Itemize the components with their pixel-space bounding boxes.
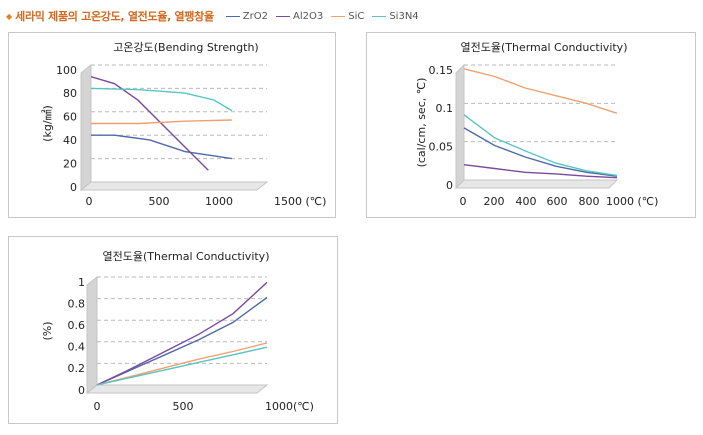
chart-title: 열전도율(Thermal Conductivity)	[102, 250, 269, 263]
legend-item-sic: SiC	[331, 11, 364, 22]
chart-thermal-conductivity: 열전도율(Thermal Conductivity) (cal/cm, sec, …	[415, 41, 658, 208]
series-line-sic	[91, 119, 232, 125]
legend-swatch-sic	[331, 15, 346, 17]
y-axis-label: (kg/㎟)	[41, 105, 54, 142]
series-line-al2o3	[90, 76, 209, 171]
y-tick-label: 0	[78, 384, 85, 397]
series-line-si3n4	[90, 87, 233, 112]
x-tick-label: 1000(℃)	[265, 400, 314, 413]
bullet-icon: ◆	[6, 11, 13, 21]
x-tick-label: 500	[173, 400, 194, 413]
series-line-zro2	[463, 127, 618, 177]
legend-label-al2o3: Al2O3	[293, 10, 324, 22]
y-tick-label: 0.6	[68, 319, 86, 332]
y-axis-label: (%)	[41, 321, 54, 340]
x-tick-label: 0	[94, 400, 101, 413]
series-line-al2o3	[463, 164, 618, 179]
chart-title: 고온강도(Bending Strength)	[113, 41, 258, 54]
wall-3d	[80, 63, 92, 192]
floor-3d	[79, 181, 269, 191]
y-tick-label: 0.8	[68, 297, 86, 310]
y-tick-label: 0.05	[429, 140, 454, 153]
y-axis-label: (cal/cm, sec, ℃)	[415, 78, 428, 168]
legend-label-zro2: ZrO2	[242, 10, 268, 22]
y-tick-label: 100	[56, 64, 77, 77]
series-line-si3n4	[463, 114, 618, 177]
page-title: 세라믹 제품의 고온강도, 열전도율, 열팽창율	[15, 10, 214, 23]
chart-header: ◆ 세라믹 제품의 고온강도, 열전도율, 열팽창율 ZrO2 Al2O3 Si…	[6, 8, 427, 24]
wall-3d	[455, 63, 465, 190]
legend-swatch-si3n4	[372, 15, 387, 17]
y-tick-label: 60	[63, 111, 77, 124]
x-tick-label: 500	[149, 195, 170, 208]
legend-label-sic: SiC	[348, 10, 365, 22]
x-tick-label: 1000	[205, 195, 233, 208]
y-tick-label: 0.15	[429, 64, 454, 77]
chart-bending-strength: 고온강도(Bending Strength) (kg/㎟) 0 20 40 60 80 100…	[41, 41, 326, 208]
legend-item-zro2: ZrO2	[225, 10, 268, 22]
x-tick-label: 1000 (℃)	[606, 195, 658, 208]
x-tick-label: 0	[460, 195, 467, 208]
x-tick-label: 600	[547, 195, 568, 208]
legend-swatch-al2o3	[276, 15, 290, 17]
y-tick-label: 0	[446, 179, 453, 192]
x-tick-label: 400	[516, 195, 537, 208]
series-line-zro2	[91, 134, 232, 160]
x-tick-label: 0	[86, 195, 93, 208]
legend-item-al2o3: Al2O3	[276, 11, 323, 22]
x-tick-label: 1500 (℃)	[274, 195, 326, 208]
legend-label-si3n4: Si3N4	[389, 10, 419, 22]
panel-thermal-expansion: 열전도율(Thermal Conductivity) (%) 0 0.2 0.4 0.6 0…	[8, 236, 338, 424]
series-line-sic	[463, 68, 618, 114]
y-tick-label: 0.4	[68, 341, 86, 354]
wall-3d	[86, 275, 98, 395]
floor-3d	[85, 384, 269, 394]
panel-thermal-conductivity: 열전도율(Thermal Conductivity) (cal/cm, sec, …	[366, 32, 696, 218]
chart-thermal-expansion: 열전도율(Thermal Conductivity) (%) 0 0.2 0.4 0.6 0…	[41, 250, 314, 413]
y-tick-label: 0.1	[436, 102, 454, 115]
panel-bending-strength: 고온강도(Bending Strength) (kg/㎟) 0 20 40 60 80 100…	[8, 32, 336, 218]
y-tick-label: 80	[63, 87, 77, 100]
y-tick-label: 1	[78, 276, 85, 289]
series-line-al2o3	[96, 281, 268, 386]
floor-3d	[454, 179, 619, 189]
y-tick-label: 0	[70, 181, 77, 194]
series-line-sic	[96, 342, 268, 386]
x-tick-label: 800	[579, 195, 600, 208]
chart-title: 열전도율(Thermal Conductivity)	[460, 41, 627, 54]
y-tick-label: 20	[63, 157, 77, 170]
legend-item-si3n4: Si3N4	[372, 10, 419, 22]
x-tick-label: 200	[484, 195, 505, 208]
series-line-si3n4	[96, 346, 268, 386]
legend-swatch-zro2	[225, 15, 240, 17]
y-tick-label: 40	[63, 134, 77, 147]
series-line-zro2	[96, 296, 268, 386]
y-tick-label: 0.2	[68, 362, 86, 375]
legend: ZrO2 Al2O3 SiC Si3N4	[225, 10, 427, 22]
